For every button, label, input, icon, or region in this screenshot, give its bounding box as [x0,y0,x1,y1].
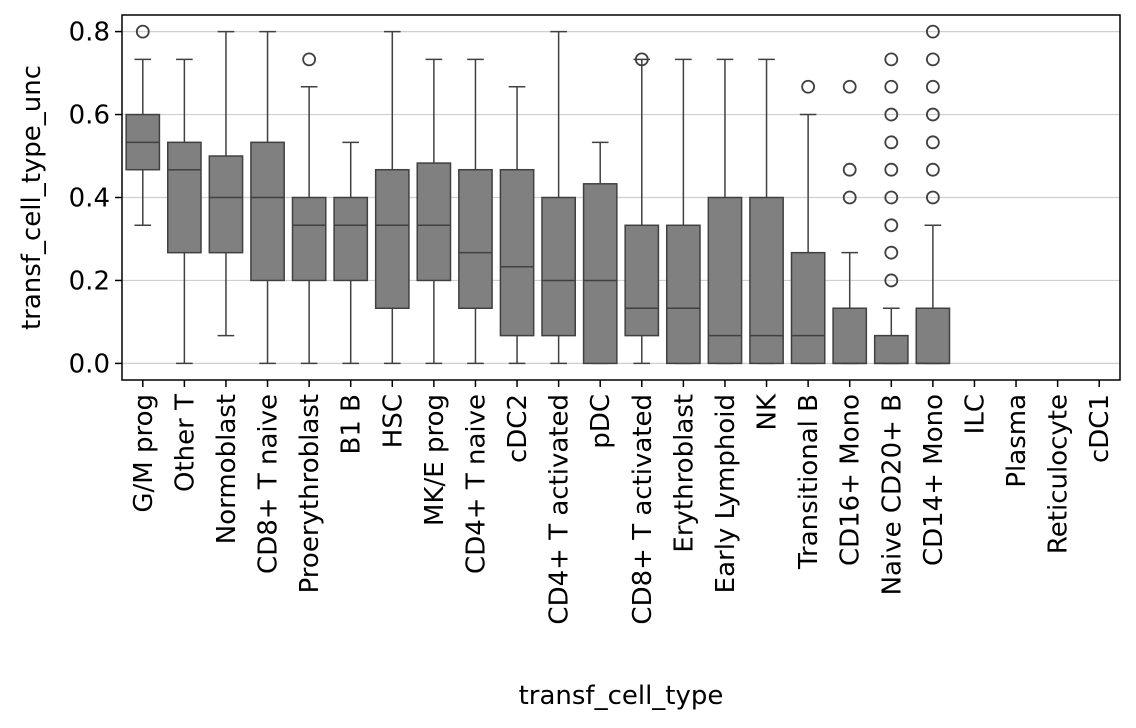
y-tick-label: 0.2 [69,266,110,296]
x-tick-label: NK [753,393,783,430]
x-axis-title: transf_cell_type [519,681,724,711]
x-tick-label: Other T [170,394,200,492]
y-tick-label: 0.8 [69,18,110,48]
outlier-point [842,190,857,205]
x-tick-label: ILC [960,394,990,434]
box-body [166,141,202,254]
x-tick-label: Reticulocyte [1044,394,1074,554]
outlier-point [884,273,899,288]
box-body [250,141,285,282]
box-15 [749,58,784,365]
box-10 [541,30,577,365]
box-body [291,196,327,282]
x-tick-label: CD14+ Mono [919,394,949,566]
outlier-point [801,79,816,94]
x-tick-label: cDC1 [1085,394,1115,463]
box-body [873,334,909,365]
x-tick-label: Transitional B [794,394,824,570]
outlier-point [884,245,899,260]
outlier-point [925,79,940,94]
box-body [915,307,951,365]
x-tick-label: Proerythroblast [295,394,325,593]
box-body [665,224,701,365]
x-tick-label: cDC2 [503,394,533,463]
box-body [624,224,660,337]
outlier-point [884,135,899,150]
outlier-point [842,79,857,94]
outlier-point [925,190,940,205]
y-axis-ticks: 0.0 0.2 0.4 0.6 0.8 [69,18,122,379]
box-9 [499,86,535,365]
box-body [749,196,784,365]
box-body [790,251,826,365]
outlier-point [842,162,857,177]
box-body [582,183,618,365]
box-17 [832,79,868,365]
x-tick-label: Erythroblast [669,394,699,553]
box-7 [416,58,452,365]
x-tick-label: CD8+ T naive [254,394,284,574]
x-tick-label: G/M prog [129,394,159,513]
box-12 [624,52,660,365]
box-body [416,162,452,282]
box-11 [582,141,618,365]
outlier-point [884,218,899,233]
box-8 [458,58,493,365]
box-13 [665,58,701,365]
outlier-point [135,24,150,39]
outlier-point [925,24,940,39]
box-body [374,168,410,309]
box-19 [915,24,951,365]
y-tick-label: 0.4 [69,184,110,214]
outlier-point [884,162,899,177]
box-body [458,168,493,309]
x-tick-label: CD4+ T activated [545,394,575,625]
x-tick-label: CD16+ Mono [836,394,866,566]
box-body [208,155,244,254]
y-axis-title: transf_cell_type_unc [17,65,47,330]
x-tick-label: Early Lymphoid [711,394,741,593]
box-5 [333,141,369,365]
box-body [333,196,369,282]
outlier-point [884,79,899,94]
outlier-point [925,107,940,122]
x-tick-label: B1 B [337,394,367,454]
box-body [707,196,743,365]
box-6 [374,30,410,365]
x-tick-label: Plasma [1002,394,1032,488]
box-body [499,168,535,337]
box-1 [166,58,202,365]
outlier-point [925,52,940,67]
box-2 [208,30,244,337]
box-18 [873,52,909,365]
box-4 [291,52,327,365]
box-0 [125,24,161,227]
box-16 [790,79,826,365]
outlier-point [925,135,940,150]
outlier-point [302,52,317,67]
y-tick-label: 0.6 [69,101,110,131]
outlier-point [884,52,899,67]
boxes [125,24,951,365]
x-tick-label: Normoblast [212,394,242,544]
x-tick-label: pDC [586,394,616,449]
x-tick-label: HSC [378,394,408,448]
outlier-point [884,190,899,205]
outlier-point [884,107,899,122]
outlier-point [634,52,649,67]
grid-lines [122,30,1120,365]
x-tick-label: CD8+ T activated [628,394,658,625]
box-body [832,307,868,365]
box-body [541,196,577,337]
x-tick-label: CD4+ T naive [461,394,491,574]
y-tick-label: 0.0 [69,349,110,379]
box-3 [250,30,285,365]
x-tick-label: Naive CD20+ B [877,394,907,595]
outlier-point [925,162,940,177]
box-14 [707,58,743,365]
x-axis-ticks: G/M prog Other T Normoblast CD8+ T naive Pro… [129,380,1115,625]
x-tick-label: MK/E prog [420,394,450,526]
